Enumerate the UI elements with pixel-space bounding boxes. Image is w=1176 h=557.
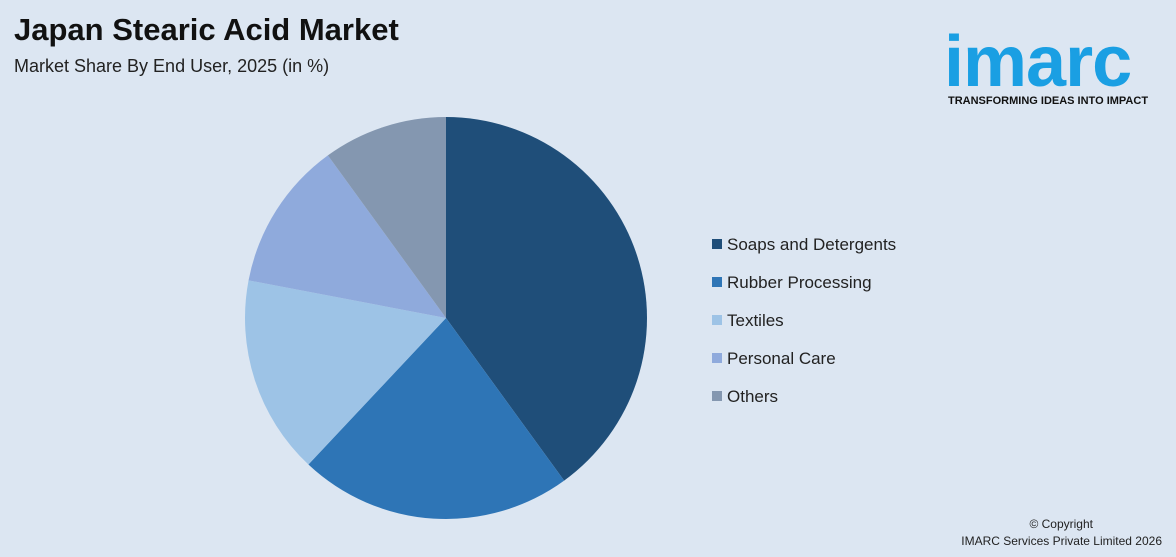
logo-tagline: TRANSFORMING IDEAS INTO IMPACT bbox=[948, 95, 1148, 107]
legend-swatch bbox=[712, 277, 722, 287]
pie-slice bbox=[327, 117, 446, 318]
legend-label: Textiles bbox=[727, 311, 784, 330]
legend-label: Personal Care bbox=[727, 349, 836, 368]
chart-title: Japan Stearic Acid Market bbox=[14, 12, 399, 47]
company: IMARC Services Private Limited 2026 bbox=[961, 534, 1162, 548]
pie-slice bbox=[308, 318, 565, 519]
pie-slice bbox=[446, 117, 647, 481]
pie-slice bbox=[245, 280, 446, 465]
logo: imarc bbox=[944, 22, 1131, 102]
legend-swatch bbox=[712, 239, 722, 249]
chart-subtitle: Market Share By End User, 2025 (in %) bbox=[14, 56, 329, 76]
copyright: © Copyright bbox=[1029, 517, 1093, 531]
legend-label: Rubber Processing bbox=[727, 273, 872, 292]
pie-slice bbox=[248, 155, 446, 318]
legend-swatch bbox=[712, 315, 722, 325]
legend-swatch bbox=[712, 353, 722, 363]
legend-label: Others bbox=[727, 387, 778, 406]
legend-label: Soaps and Detergents bbox=[727, 235, 896, 254]
legend-swatch bbox=[712, 391, 722, 401]
